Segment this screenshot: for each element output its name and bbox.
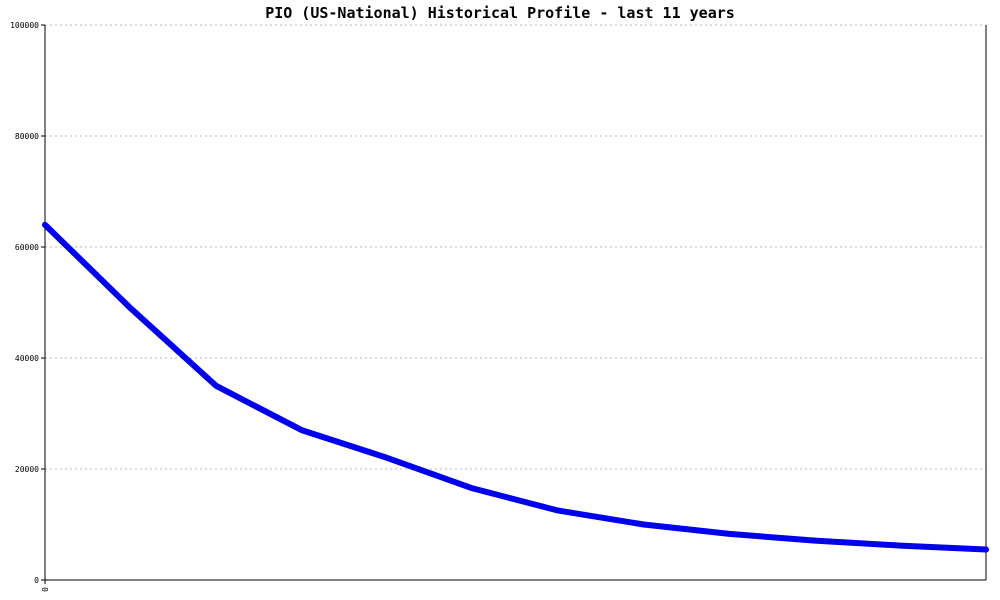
y-tick-label: 40000 [15, 354, 39, 363]
gridlines [45, 24, 986, 470]
chart-title: PIO (US-National) Historical Profile - l… [265, 4, 735, 22]
y-tick-label: 20000 [15, 465, 39, 474]
x-tick-label: 0 [41, 587, 50, 592]
x-tick-labels: 0 [41, 580, 50, 592]
y-tick-labels: 0 20000 40000 60000 80000 100000 [10, 21, 45, 585]
y-tick-label: 100000 [10, 21, 39, 30]
y-tick-label: 0 [34, 576, 39, 585]
series-layer [42, 221, 989, 553]
y-tick-label: 80000 [15, 132, 39, 141]
series-line [42, 221, 989, 553]
axes [44, 25, 987, 581]
y-tick-label: 60000 [15, 243, 39, 252]
